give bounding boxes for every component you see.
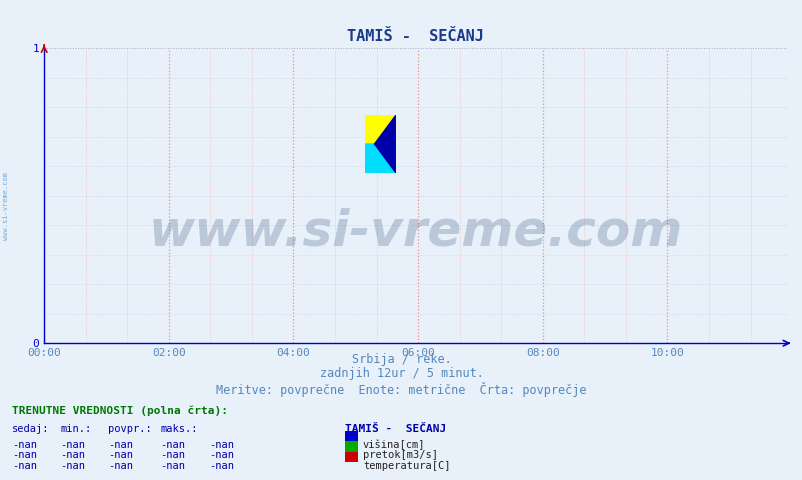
Text: višina[cm]: višina[cm] — [363, 440, 425, 450]
Text: -nan: -nan — [12, 440, 37, 450]
Text: -nan: -nan — [60, 461, 85, 471]
Text: www.si-vreme.com: www.si-vreme.com — [148, 207, 682, 255]
Text: -nan: -nan — [160, 461, 185, 471]
Text: -nan: -nan — [60, 450, 85, 460]
Text: -nan: -nan — [160, 450, 185, 460]
Text: -nan: -nan — [108, 461, 133, 471]
Title: TAMIŠ -  SEČANJ: TAMIŠ - SEČANJ — [346, 29, 484, 44]
Text: TAMIŠ -  SEČANJ: TAMIŠ - SEČANJ — [345, 424, 446, 434]
Text: -nan: -nan — [60, 440, 85, 450]
Text: -nan: -nan — [160, 440, 185, 450]
Text: sedaj:: sedaj: — [12, 424, 50, 434]
Polygon shape — [365, 115, 395, 144]
Text: -nan: -nan — [209, 440, 233, 450]
Text: www.si-vreme.com: www.si-vreme.com — [3, 172, 10, 240]
Text: pretok[m3/s]: pretok[m3/s] — [363, 450, 437, 460]
Text: -nan: -nan — [209, 461, 233, 471]
Text: povpr.:: povpr.: — [108, 424, 152, 434]
Text: -nan: -nan — [209, 450, 233, 460]
Text: TRENUTNE VREDNOSTI (polna črta):: TRENUTNE VREDNOSTI (polna črta): — [12, 406, 228, 416]
Text: temperatura[C]: temperatura[C] — [363, 461, 450, 471]
Text: Srbija / reke.: Srbija / reke. — [351, 353, 451, 366]
Text: -nan: -nan — [12, 461, 37, 471]
Text: -nan: -nan — [108, 450, 133, 460]
Text: -nan: -nan — [108, 440, 133, 450]
Polygon shape — [374, 115, 395, 173]
Polygon shape — [365, 144, 395, 173]
Text: Meritve: povprečne  Enote: metrične  Črta: povprečje: Meritve: povprečne Enote: metrične Črta:… — [216, 382, 586, 396]
Text: maks.:: maks.: — [160, 424, 198, 434]
Text: -nan: -nan — [12, 450, 37, 460]
Text: zadnjih 12ur / 5 minut.: zadnjih 12ur / 5 minut. — [319, 367, 483, 380]
Text: min.:: min.: — [60, 424, 91, 434]
